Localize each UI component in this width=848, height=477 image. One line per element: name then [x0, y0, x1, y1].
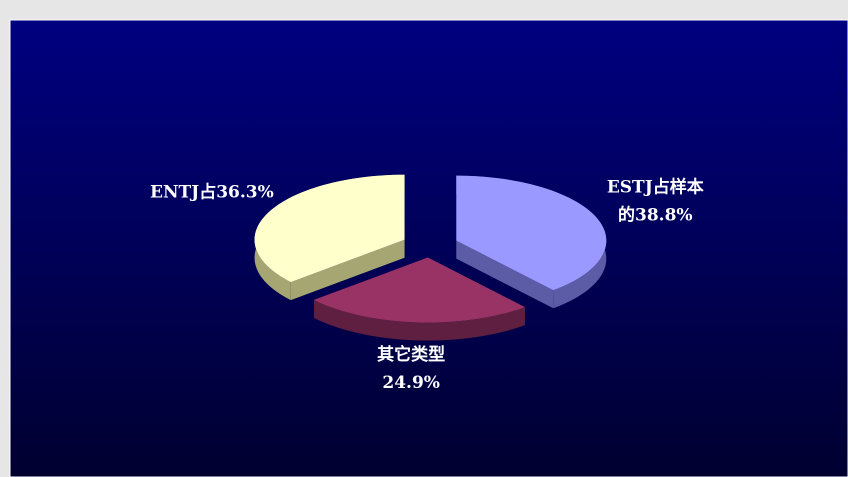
- data-label: 24.9%: [382, 373, 440, 393]
- slice-side: [314, 299, 525, 341]
- data-label: ENTJ占36.3%: [150, 181, 274, 202]
- slice: [314, 257, 525, 323]
- data-label: 的38.8%: [618, 204, 693, 225]
- data-label: 其它类型: [377, 344, 445, 365]
- slice: [456, 175, 607, 291]
- slice-wall: [290, 239, 405, 301]
- slice: [254, 174, 405, 283]
- plot-background: [9, 19, 848, 477]
- data-label: ESTJ占样本: [607, 176, 704, 197]
- slice-wall: [456, 240, 554, 309]
